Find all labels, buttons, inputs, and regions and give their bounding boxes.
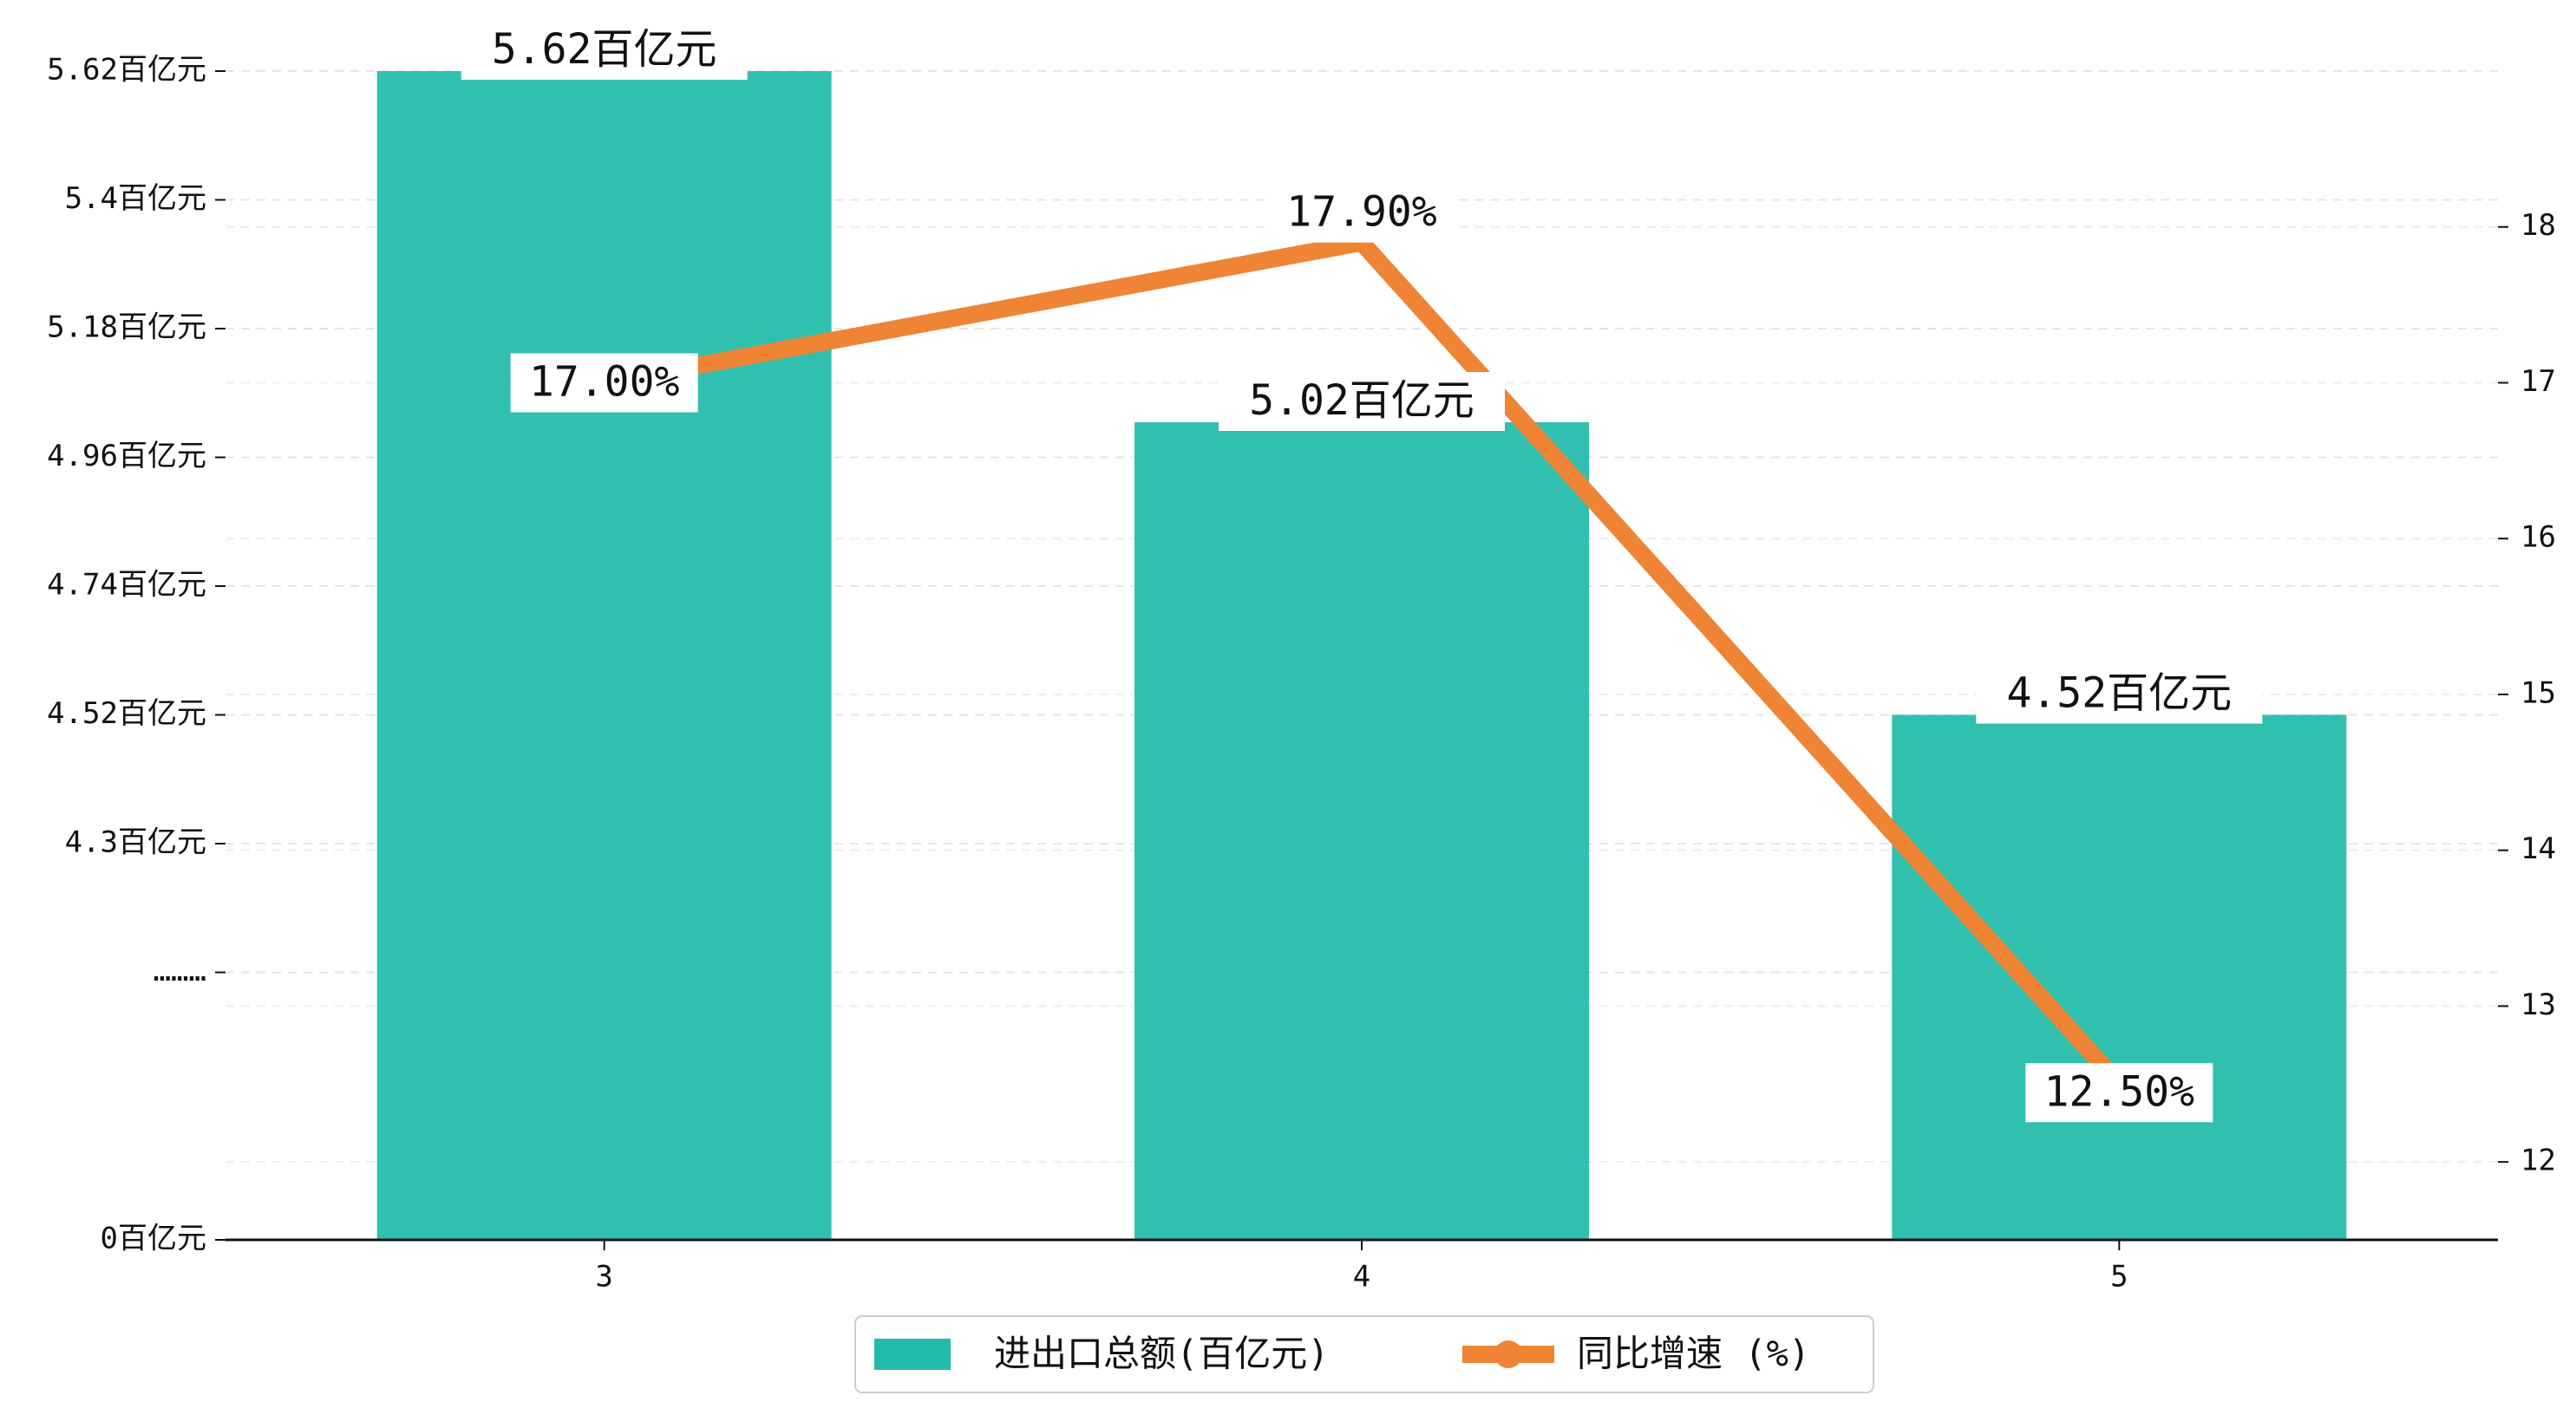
- line-label-5: 12.50%: [2044, 1067, 2194, 1116]
- y-right-tick-label-3: 15: [2520, 675, 2556, 710]
- bar-label-4-group: 5.02百亿元: [1219, 372, 1505, 431]
- bar-4: [1134, 422, 1589, 1240]
- y-left-tick-label-5: 4.96百亿元: [47, 439, 206, 473]
- bar-3: [376, 71, 832, 1240]
- y-left-tick-label-1: ………: [154, 954, 206, 988]
- y-left-tick-label-7: 5.4百亿元: [65, 181, 206, 216]
- line-label-3-box: [510, 353, 698, 413]
- y-left-tick-label-0: 0百亿元: [101, 1222, 206, 1256]
- bar-label-4: 5.02百亿元: [1249, 376, 1474, 425]
- y-right-tick-label-4: 16: [2520, 520, 2556, 555]
- y-left-tick-label-2: 4.3百亿元: [65, 825, 206, 860]
- line-label-5-group: 12.50%: [2025, 1063, 2213, 1123]
- bar-label-4-box: [1219, 372, 1505, 431]
- legend-swatch-bar: [874, 1339, 951, 1370]
- y-right-tick-label-2: 14: [2520, 831, 2556, 866]
- legend-label-line: 同比增速 (%): [1577, 1333, 1810, 1375]
- y-right-tick-label-0: 12: [2520, 1144, 2556, 1178]
- bar-5: [1892, 714, 2347, 1240]
- line-label-5-box: [2025, 1063, 2213, 1123]
- bar-series: [376, 71, 2347, 1240]
- bar-label-3: 5.62百亿元: [492, 25, 717, 74]
- line-label-3-group: 17.00%: [510, 353, 698, 413]
- line-label-4-box: [1268, 183, 1455, 243]
- bar-label-3-box: [461, 21, 748, 80]
- y-left-tick-label-4: 4.74百亿元: [47, 568, 206, 603]
- y-right-tick-label-5: 17: [2520, 364, 2556, 399]
- legend: 进出口总额(百亿元) 同比增速 (%): [854, 1315, 1874, 1393]
- axes: 0百亿元 ……… 4.3百亿元 4.52百亿元 4.74百亿元 4.96百亿元 5.18百亿…: [47, 53, 2556, 1294]
- x-tick-label-3: 3: [595, 1260, 612, 1294]
- data-labels: 5.62百亿元 5.02百亿元 4.52百亿元 17.00% 17.90% 12.50%: [461, 21, 2263, 1123]
- line-label-4-group: 17.90%: [1268, 183, 1455, 243]
- y-left-tick-label-6: 5.18百亿元: [47, 310, 206, 345]
- legend-box: [854, 1315, 1874, 1393]
- bar-label-5-group: 4.52百亿元: [1976, 664, 2263, 724]
- line-label-4: 17.90%: [1286, 188, 1436, 237]
- y-right-tick-label-6: 18: [2520, 208, 2556, 243]
- bar-label-3-group: 5.62百亿元: [461, 21, 748, 80]
- y-left-tick-label-3: 4.52百亿元: [47, 696, 206, 731]
- line-label-3: 17.00%: [529, 357, 679, 406]
- x-tick-label-5: 5: [2110, 1260, 2128, 1294]
- legend-label-bar: 进出口总额(百亿元): [994, 1333, 1330, 1375]
- y-right-tick-label-1: 13: [2520, 988, 2556, 1022]
- bar-label-5-box: [1976, 664, 2263, 724]
- y-left-tick-label-8: 5.62百亿元: [47, 53, 206, 88]
- bar-label-5: 4.52百亿元: [2007, 669, 2233, 718]
- x-tick-label-4: 4: [1353, 1260, 1370, 1294]
- legend-swatch-marker: [1494, 1340, 1522, 1368]
